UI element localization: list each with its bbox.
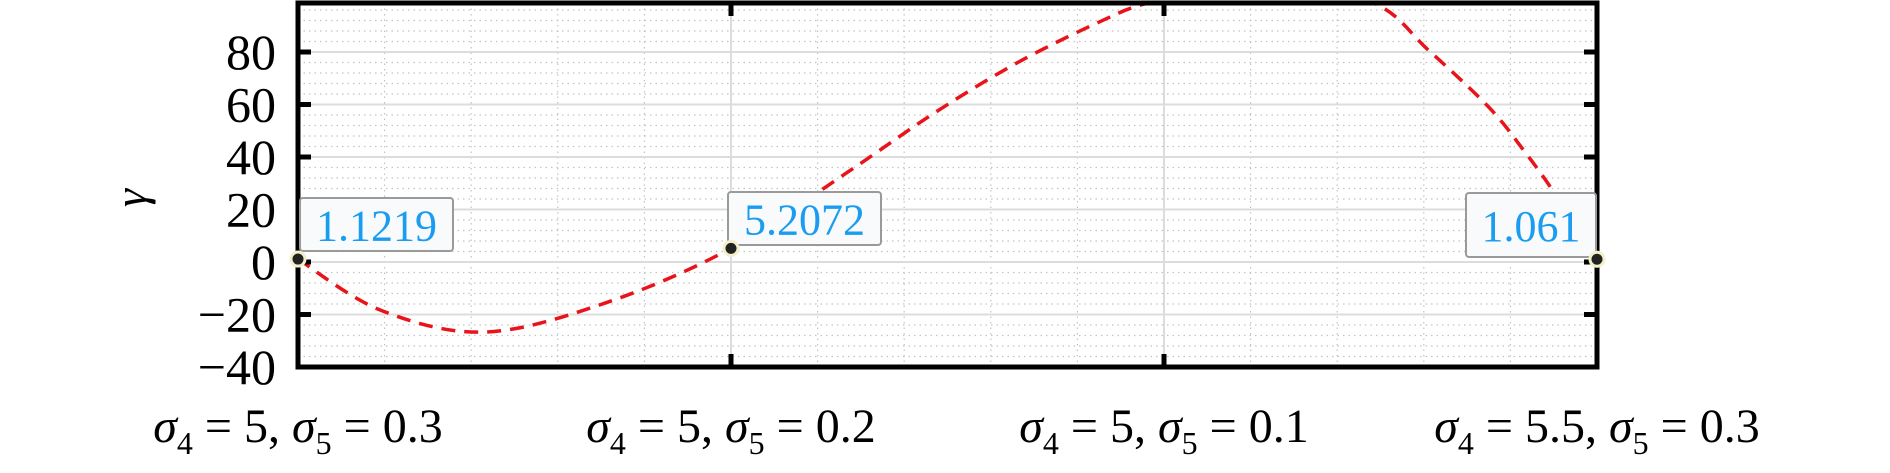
y-tick-label: −40 xyxy=(198,339,276,395)
data-tips: 1.1219 5.2072 1.061 xyxy=(289,191,1606,268)
y-axis-label: γ xyxy=(105,187,156,207)
datatip-label: 1.1219 xyxy=(316,202,437,251)
x-tick-label: σ4 = 5, σ5 = 0.3 xyxy=(153,400,443,461)
y-tick-label: 80 xyxy=(226,24,276,80)
y-tick-label: −20 xyxy=(198,287,276,343)
datatip-label: 5.2072 xyxy=(744,196,865,245)
datatip-marker xyxy=(1588,250,1606,268)
series-curve xyxy=(298,3,1597,334)
datatip-label: 1.061 xyxy=(1482,202,1581,251)
datatip-marker xyxy=(289,250,307,268)
axes-box xyxy=(295,0,1600,370)
y-tick-label: 20 xyxy=(226,182,276,238)
x-tick-label: σ4 = 5.5, σ5 = 0.3 xyxy=(1434,400,1760,461)
datatip-box xyxy=(299,197,454,252)
datatip-box xyxy=(727,191,882,246)
y-tick-label: 40 xyxy=(226,129,276,185)
y-tick-label: 60 xyxy=(226,77,276,133)
axes xyxy=(295,0,1600,370)
x-tick-label: σ4 = 5, σ5 = 0.1 xyxy=(1019,400,1309,461)
x-tick-label: σ4 = 5, σ5 = 0.2 xyxy=(586,400,876,461)
datatip-box xyxy=(1465,192,1597,258)
series-line xyxy=(298,3,1597,334)
y-tick-label: 0 xyxy=(251,234,276,290)
grid xyxy=(297,3,1598,368)
datatip-marker xyxy=(722,239,740,257)
